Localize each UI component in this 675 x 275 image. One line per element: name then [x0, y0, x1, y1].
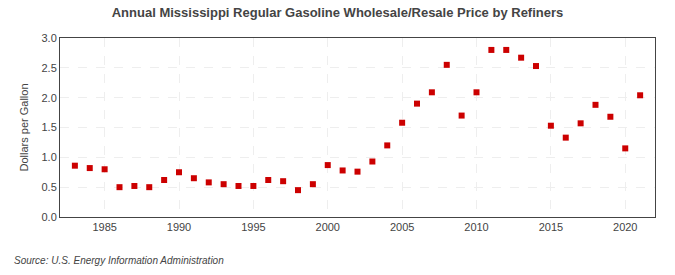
svg-text:3.0: 3.0 [42, 32, 57, 44]
svg-text:2.0: 2.0 [42, 92, 57, 104]
svg-text:2.5: 2.5 [42, 62, 57, 74]
svg-text:2015: 2015 [539, 221, 563, 233]
svg-text:2020: 2020 [613, 221, 637, 233]
svg-text:0.5: 0.5 [42, 181, 57, 193]
svg-text:1990: 1990 [167, 221, 191, 233]
svg-text:1.5: 1.5 [42, 121, 57, 133]
svg-text:Dollars per Gallon: Dollars per Gallon [18, 83, 30, 171]
svg-text:2010: 2010 [464, 221, 488, 233]
svg-text:1995: 1995 [241, 221, 265, 233]
svg-text:1985: 1985 [92, 221, 116, 233]
svg-text:0.0: 0.0 [42, 211, 57, 223]
svg-text:Annual Mississippi Regular Gas: Annual Mississippi Regular Gasoline Whol… [112, 5, 564, 20]
svg-text:Source: U.S. Energy Informatio: Source: U.S. Energy Information Administ… [14, 255, 224, 266]
svg-text:2000: 2000 [316, 221, 340, 233]
svg-text:1.0: 1.0 [42, 151, 57, 163]
svg-text:2005: 2005 [390, 221, 414, 233]
